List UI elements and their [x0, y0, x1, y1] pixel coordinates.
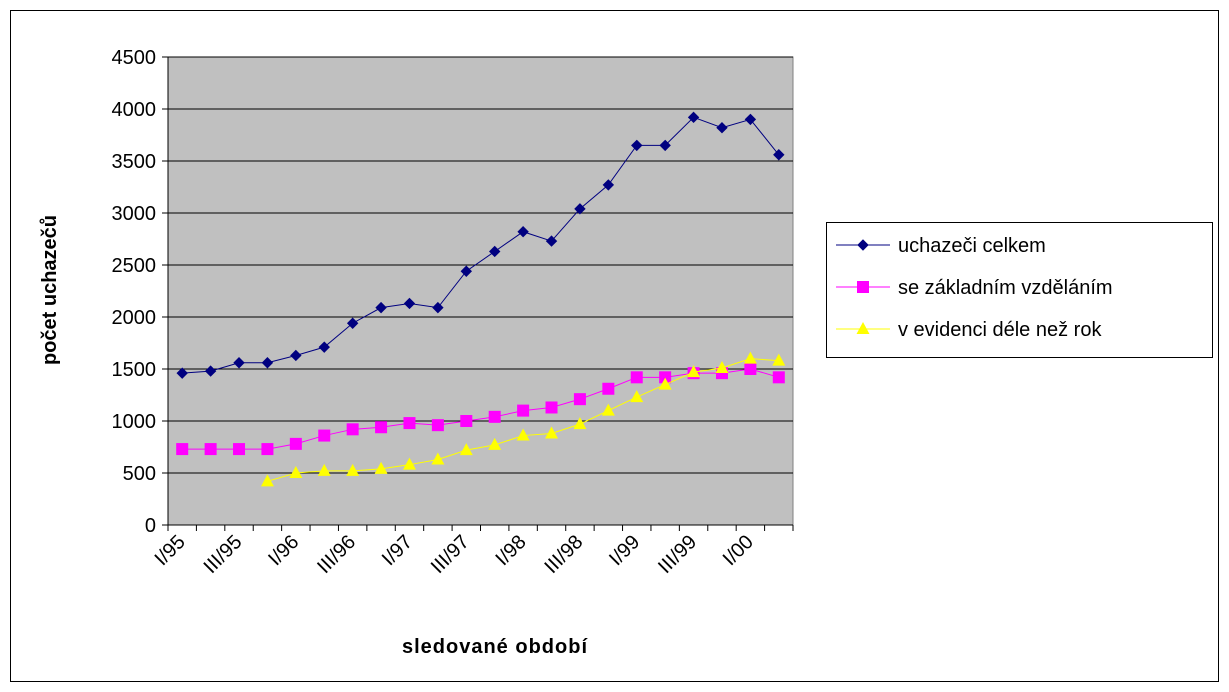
data-point [176, 367, 188, 379]
data-point [460, 415, 473, 427]
data-point [772, 353, 786, 366]
data-point [431, 419, 444, 432]
data-point [545, 401, 558, 414]
data-point [488, 410, 501, 423]
legend-marker [856, 322, 870, 334]
legend-label: v evidenci déle než rok [898, 319, 1102, 341]
data-point [517, 404, 530, 417]
data-point [233, 443, 246, 456]
data-point [346, 317, 359, 329]
data-point [658, 377, 672, 390]
data-point [317, 463, 331, 476]
series-line [182, 368, 779, 450]
data-point [744, 113, 757, 126]
data-point [176, 443, 189, 456]
data-point [432, 301, 444, 314]
y-tick-label: 4500 [112, 47, 157, 69]
x-axis-label: sledované období [402, 636, 588, 658]
data-point [374, 461, 388, 474]
data-point [602, 179, 615, 191]
data-point [261, 357, 274, 369]
data-point [290, 349, 302, 362]
data-point [318, 341, 330, 353]
data-point [402, 457, 416, 470]
data-point [260, 474, 274, 487]
legend-marker [857, 239, 869, 251]
data-point [687, 365, 701, 378]
data-point [289, 466, 303, 478]
legend [826, 222, 1213, 358]
data-point [573, 417, 587, 430]
legend-label: uchazeči celkem [898, 235, 1046, 257]
data-point [516, 428, 530, 441]
data-point [715, 360, 729, 373]
data-point [233, 357, 245, 369]
data-point [488, 437, 502, 450]
data-point [659, 371, 672, 384]
y-tick-label: 1500 [112, 359, 157, 381]
data-point [204, 443, 217, 456]
data-point [204, 365, 217, 377]
y-tick-label: 0 [145, 515, 156, 537]
data-point [346, 463, 360, 476]
data-point [716, 122, 728, 134]
data-point [744, 363, 757, 375]
data-point [545, 426, 559, 439]
data-point [743, 351, 757, 364]
data-point [289, 437, 302, 450]
y-tick-label: 4000 [112, 99, 157, 121]
data-point [375, 421, 388, 434]
data-point [631, 139, 643, 152]
y-tick-label: 3000 [112, 203, 157, 225]
data-point [375, 301, 387, 314]
series-line [182, 116, 780, 374]
y-tick-label: 2000 [112, 307, 157, 329]
data-point [772, 371, 785, 384]
y-tick-label: 1000 [112, 411, 157, 433]
data-point [602, 382, 615, 395]
data-point [460, 265, 473, 277]
data-point [346, 423, 359, 436]
data-point [773, 149, 785, 161]
data-point [517, 226, 529, 238]
data-point [630, 390, 644, 403]
data-point [403, 297, 416, 310]
data-point [459, 443, 473, 456]
data-point [261, 443, 274, 456]
legend-marker [857, 281, 869, 293]
data-point [573, 393, 586, 406]
y-axis-label: počet uchazečů [39, 215, 61, 365]
data-point [545, 235, 558, 247]
data-point [403, 417, 416, 430]
data-point [488, 245, 501, 258]
data-point [659, 139, 671, 152]
data-point [601, 403, 615, 416]
y-tick-label: 2500 [112, 255, 157, 277]
data-point [318, 429, 331, 442]
y-tick-label: 500 [123, 463, 156, 485]
data-point [630, 371, 643, 384]
data-point [574, 203, 586, 215]
data-point [431, 452, 445, 465]
legend-label: se základním vzděláním [898, 277, 1113, 299]
data-point [687, 111, 700, 124]
y-tick-label: 3500 [112, 151, 157, 173]
